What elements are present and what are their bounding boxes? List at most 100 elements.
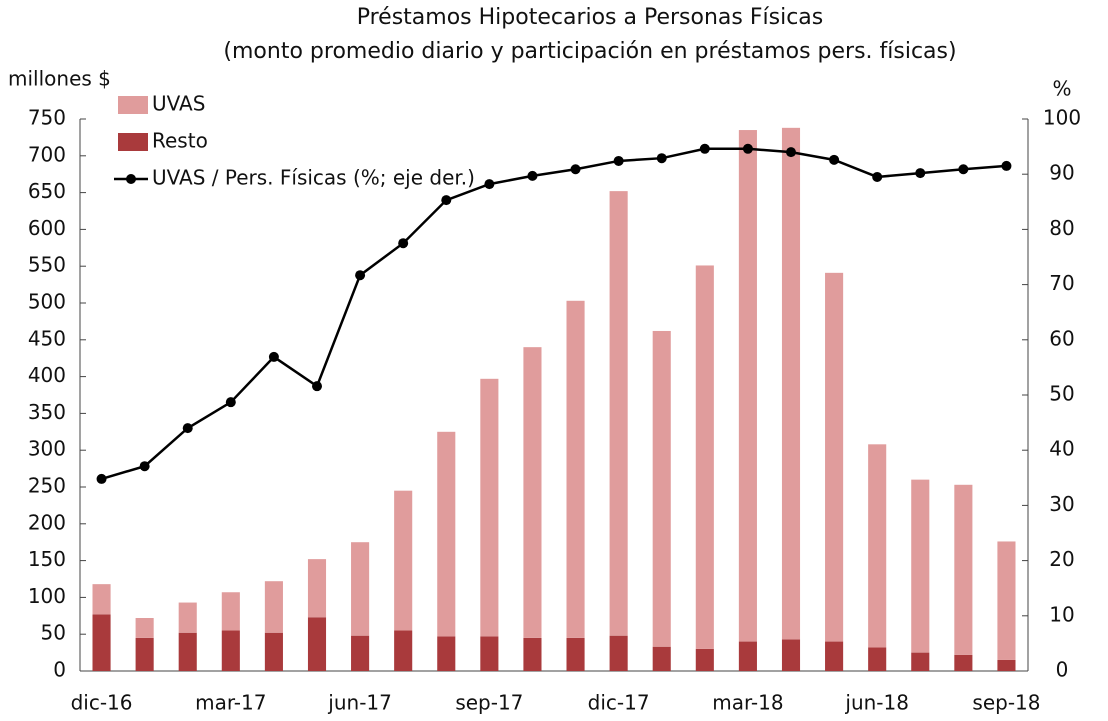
y-tick-label: 100 [28, 584, 66, 608]
bar [480, 636, 499, 671]
y-tick-label: 250 [28, 474, 66, 498]
bar [394, 490, 413, 631]
y-tick-label: 500 [28, 290, 66, 314]
bar [781, 127, 801, 640]
bar [868, 444, 887, 648]
bar [351, 542, 370, 636]
line-marker [96, 473, 107, 484]
bar [566, 637, 585, 671]
bar [92, 614, 111, 671]
y2-axis-label: % [1052, 77, 1071, 101]
bar [394, 630, 413, 671]
y2-tick-label: 100 [1043, 106, 1081, 130]
y-tick-label: 50 [41, 621, 66, 645]
bar [652, 330, 671, 647]
x-tick-label: jun-17 [327, 691, 392, 715]
line-marker [786, 147, 796, 158]
bar [609, 191, 628, 636]
line-marker [225, 397, 236, 408]
legend-swatch [118, 96, 148, 114]
y2-tick-label: 90 [1049, 161, 1074, 185]
line-marker [829, 154, 840, 165]
y-tick-label: 450 [28, 326, 66, 350]
y2-tick-label: 40 [1049, 437, 1074, 461]
bar [609, 635, 628, 671]
bar [911, 479, 930, 653]
x-tick-label: mar-17 [195, 691, 266, 715]
line-marker [312, 381, 322, 392]
x-tick-label: jun-18 [844, 691, 909, 715]
y-tick-label: 400 [28, 363, 66, 387]
bar [437, 431, 456, 637]
y2-tick-label: 0 [1056, 658, 1069, 682]
y2-tick-label: 60 [1049, 326, 1074, 350]
bar [221, 592, 240, 631]
y-tick-label: 300 [28, 437, 66, 461]
legend-label: Resto [152, 129, 208, 153]
bar [652, 646, 671, 671]
line-marker [1001, 160, 1012, 171]
y-tick-label: 150 [28, 547, 66, 571]
y2-tick-label: 10 [1049, 602, 1074, 626]
line-marker [699, 143, 710, 154]
legend-label: UVAS [152, 92, 205, 116]
bar [307, 617, 327, 671]
legend-label: UVAS / Pers. Físicas (%; eje der.) [152, 166, 475, 190]
bar [954, 484, 973, 655]
bar [997, 659, 1016, 671]
bar [92, 584, 111, 615]
bar [738, 130, 757, 642]
bar [738, 641, 757, 671]
x-tick-label: mar-18 [712, 691, 783, 715]
legend-swatch [118, 133, 148, 151]
line-marker [398, 238, 409, 249]
bar [351, 635, 370, 671]
bar [997, 541, 1016, 660]
line-marker [915, 168, 926, 179]
bar [264, 581, 283, 633]
legend-swatch [126, 174, 136, 184]
line-marker [872, 171, 883, 182]
line-marker [527, 170, 538, 181]
x-tick-label: dic-17 [588, 691, 650, 715]
bar [868, 647, 887, 671]
y-tick-label: 350 [28, 400, 66, 424]
y2-tick-label: 30 [1049, 492, 1074, 516]
y2-tick-label: 20 [1049, 547, 1074, 571]
line-marker [441, 195, 452, 206]
bar [911, 652, 930, 671]
x-tick-label: sep-17 [455, 691, 523, 715]
y-tick-label: 0 [53, 658, 66, 682]
y-tick-label: 200 [28, 510, 66, 534]
line-marker [139, 461, 150, 472]
line-marker [742, 143, 753, 154]
y-tick-label: 750 [28, 106, 66, 130]
line-marker [355, 270, 366, 281]
bar [523, 347, 542, 638]
y-tick-label: 600 [28, 216, 66, 240]
bar [221, 630, 240, 671]
bar [178, 602, 197, 633]
y-tick-label: 550 [28, 253, 66, 277]
bar [523, 637, 542, 671]
y2-tick-label: 80 [1049, 216, 1074, 240]
bar [264, 632, 283, 671]
bar [480, 378, 499, 637]
line-marker [268, 351, 279, 362]
y-tick-label: 700 [28, 142, 66, 166]
y-tick-label: 650 [28, 179, 66, 203]
y2-tick-label: 70 [1049, 271, 1074, 295]
bar [825, 272, 844, 642]
bar [954, 654, 973, 671]
line-marker [656, 153, 667, 164]
bar [566, 300, 585, 638]
y-axis-label: millones $ [8, 67, 111, 91]
line-marker [613, 155, 624, 166]
chart-subtitle: (monto promedio diario y participación e… [223, 39, 956, 64]
bar [695, 265, 714, 649]
bar [178, 632, 197, 671]
line [101, 147, 1007, 481]
line-marker [182, 423, 193, 434]
line-marker [570, 164, 581, 175]
